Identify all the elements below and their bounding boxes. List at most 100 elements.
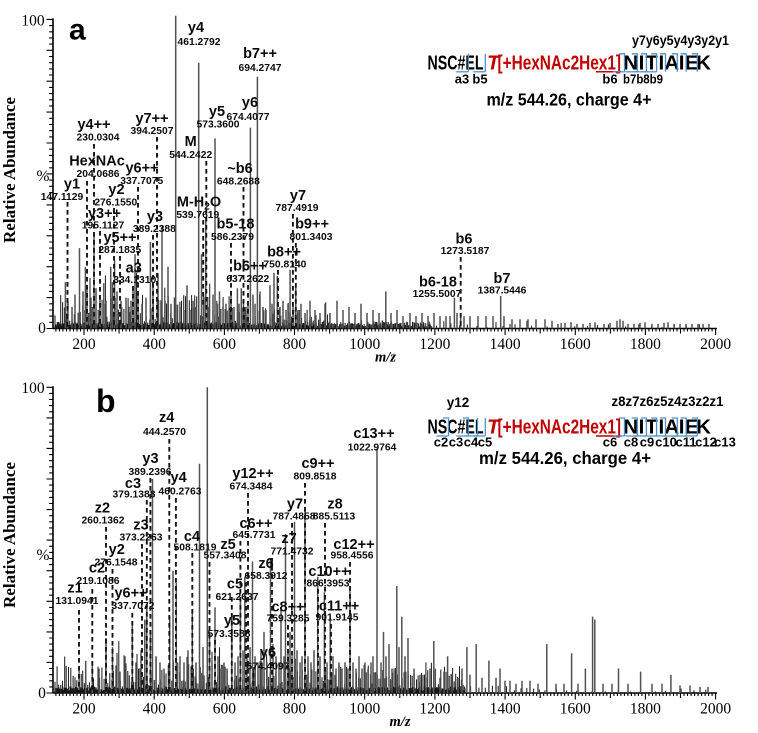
svg-text:b7++: b7++ — [243, 46, 277, 62]
svg-text:694.2747: 694.2747 — [239, 63, 282, 74]
svg-text:573.3600: 573.3600 — [197, 120, 240, 131]
svg-text:200: 200 — [72, 701, 96, 718]
svg-text:c8++: c8++ — [271, 600, 304, 616]
svg-text:y1: y1 — [64, 177, 80, 193]
svg-text:600: 600 — [213, 701, 237, 718]
svg-text:544.2422: 544.2422 — [169, 150, 212, 161]
svg-text:573.3588: 573.3588 — [208, 629, 251, 640]
svg-text:901.9145: 901.9145 — [316, 613, 359, 624]
svg-text:508.1819: 508.1819 — [174, 543, 217, 554]
svg-text:394.2507: 394.2507 — [131, 126, 174, 137]
svg-text:y5: y5 — [209, 104, 225, 120]
svg-text:586.2379: 586.2379 — [211, 232, 254, 243]
svg-text:b: b — [96, 383, 116, 419]
svg-text:M: M — [185, 134, 197, 150]
svg-text:674.4077: 674.4077 — [227, 112, 270, 123]
svg-text:N: N — [623, 416, 638, 439]
svg-text:NSC#EL: NSC#EL — [428, 51, 484, 74]
svg-text:Relative Abundance: Relative Abundance — [0, 462, 19, 608]
svg-text:1000: 1000 — [349, 336, 380, 353]
svg-text:600: 600 — [213, 336, 237, 353]
svg-text:T: T — [645, 51, 658, 74]
svg-text:1200: 1200 — [419, 336, 450, 353]
svg-text:674.4097: 674.4097 — [247, 662, 290, 673]
svg-text:b8++: b8++ — [267, 245, 301, 261]
svg-text:~b6: ~b6 — [227, 161, 252, 177]
svg-text:c5: c5 — [227, 577, 243, 593]
svg-text:539.7619: 539.7619 — [176, 210, 219, 221]
svg-text:b6: b6 — [456, 232, 473, 248]
svg-text:Relative Abundance: Relative Abundance — [0, 97, 19, 243]
svg-text:260.1362: 260.1362 — [82, 516, 125, 527]
svg-text:c13++: c13++ — [353, 426, 394, 442]
svg-text:y6++: y6++ — [125, 161, 158, 177]
svg-text:m/z: m/z — [390, 714, 411, 728]
svg-text:z8: z8 — [327, 497, 342, 513]
svg-text:1800: 1800 — [630, 336, 661, 353]
svg-text:658.3912: 658.3912 — [245, 571, 288, 582]
svg-text:c6++: c6++ — [239, 516, 272, 532]
svg-text:100: 100 — [21, 380, 45, 397]
svg-text:m/z 544.26, charge 4+: m/z 544.26, charge 4+ — [487, 90, 652, 110]
svg-text:787.4858: 787.4858 — [273, 512, 316, 523]
svg-text:b6++: b6++ — [233, 259, 267, 275]
svg-text:y12: y12 — [447, 395, 470, 410]
svg-text:I: I — [658, 416, 664, 439]
svg-text:334.1310: 334.1310 — [113, 275, 156, 286]
svg-text:c4: c4 — [184, 529, 200, 545]
svg-text:c3: c3 — [125, 476, 141, 492]
svg-text:637.2622: 637.2622 — [226, 274, 269, 285]
svg-text:K: K — [696, 51, 711, 74]
svg-text:I: I — [639, 51, 645, 74]
svg-text:c6: c6 — [603, 435, 617, 450]
svg-text:z4: z4 — [159, 410, 174, 426]
svg-text:y7++: y7++ — [135, 111, 168, 127]
svg-text:z1: z1 — [67, 581, 82, 597]
svg-text:230.0304: 230.0304 — [77, 133, 120, 144]
svg-text:c13: c13 — [714, 435, 736, 450]
svg-text:z2: z2 — [95, 501, 110, 517]
svg-text:NSC#EL: NSC#EL — [428, 416, 484, 439]
svg-text:389.2396: 389.2396 — [129, 467, 172, 478]
svg-text:800: 800 — [283, 701, 307, 718]
svg-text:c10: c10 — [655, 435, 677, 450]
svg-text:z5: z5 — [220, 537, 235, 553]
svg-text:c4: c4 — [464, 435, 479, 450]
svg-text:131.0941: 131.0941 — [56, 596, 99, 607]
svg-text:y2: y2 — [109, 542, 125, 558]
svg-text:b9++: b9++ — [295, 217, 329, 233]
svg-text:I: I — [679, 416, 685, 439]
svg-text:645.7731: 645.7731 — [233, 530, 276, 541]
svg-text:m/z 544.26, charge 4+: m/z 544.26, charge 4+ — [479, 448, 651, 468]
svg-text:2000: 2000 — [700, 701, 731, 718]
svg-text:276.1550: 276.1550 — [94, 198, 137, 209]
svg-text:a3: a3 — [455, 72, 469, 87]
svg-text:y2: y2 — [108, 182, 124, 198]
svg-text:z3: z3 — [133, 518, 148, 534]
svg-text:1600: 1600 — [560, 701, 591, 718]
svg-text:A: A — [664, 51, 679, 74]
svg-text:400: 400 — [143, 336, 167, 353]
svg-text:b6-18: b6-18 — [419, 275, 457, 291]
svg-text:c12: c12 — [695, 435, 717, 450]
svg-text:T: T — [487, 416, 501, 439]
svg-text:y3++: y3++ — [88, 206, 121, 222]
svg-text:y7: y7 — [290, 188, 306, 204]
svg-text:a3: a3 — [126, 261, 142, 277]
svg-text:[+HexNAc2Hex1]: [+HexNAc2Hex1] — [498, 51, 622, 74]
svg-text:b7b8b9: b7b8b9 — [623, 72, 663, 87]
svg-text:958.4556: 958.4556 — [331, 551, 374, 562]
svg-text:z8z7z6z5z4z3z2z1: z8z7z6z5z4z3z2z1 — [612, 394, 724, 409]
svg-text:444.2570: 444.2570 — [143, 427, 186, 438]
svg-text:a: a — [69, 14, 86, 47]
svg-text:y6: y6 — [260, 645, 276, 661]
svg-text:b7: b7 — [494, 271, 511, 287]
svg-text:y4: y4 — [171, 470, 187, 486]
svg-text:b6: b6 — [602, 72, 617, 87]
svg-text:885.5113: 885.5113 — [313, 512, 356, 523]
svg-text:M-H2O: M-H2O — [177, 195, 221, 213]
svg-text:N: N — [623, 51, 638, 74]
svg-text:648.2688: 648.2688 — [217, 177, 260, 188]
svg-text:800: 800 — [283, 336, 307, 353]
svg-text:1400: 1400 — [490, 336, 521, 353]
